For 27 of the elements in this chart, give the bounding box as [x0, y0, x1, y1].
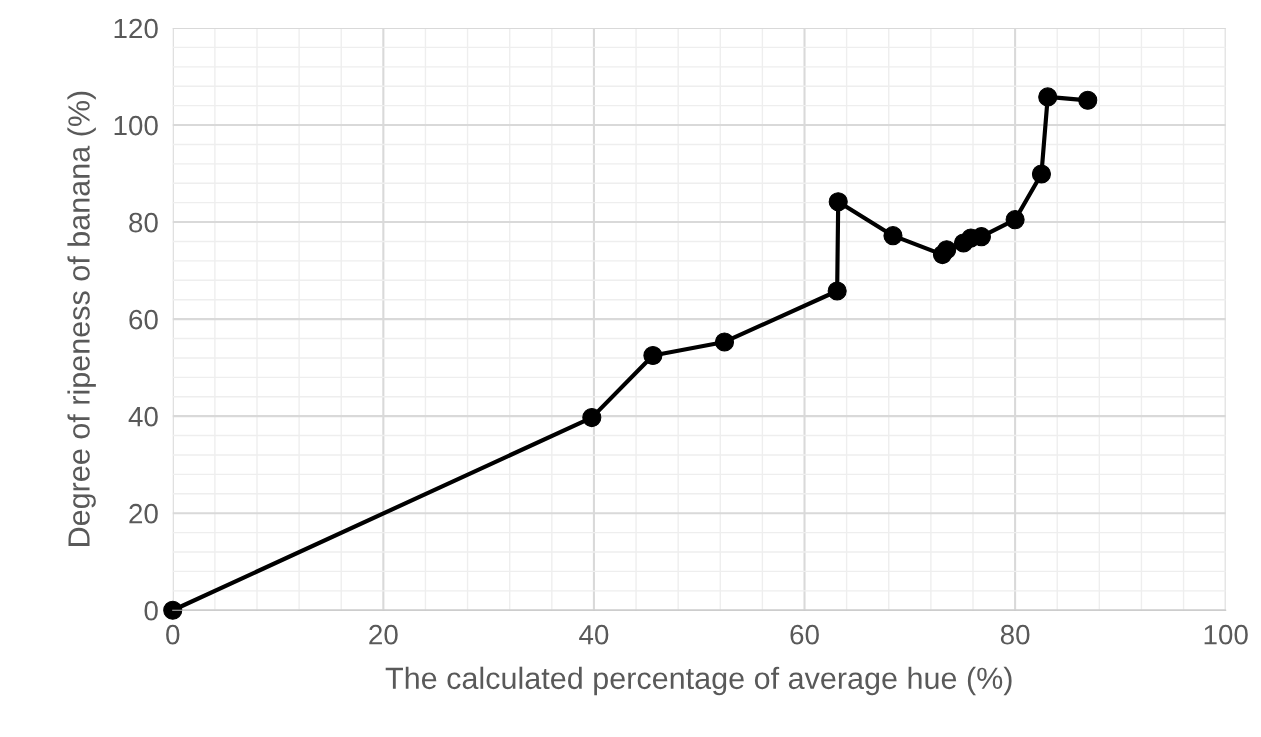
x-axis-title: The calculated percentage of average hue (%): [385, 666, 1012, 696]
y-tick-label: 20: [129, 503, 158, 524]
point: [1078, 90, 1098, 110]
point: [827, 281, 847, 301]
x-tick-label: 100: [1204, 624, 1248, 645]
y-tick-label: 100: [114, 115, 158, 136]
y-tick-label: 80: [129, 212, 158, 233]
point: [163, 600, 183, 620]
point: [643, 345, 663, 366]
point: [1005, 210, 1025, 230]
y-tick-label: 60: [129, 309, 158, 330]
y-tick-label: 120: [114, 18, 158, 39]
point: [1038, 87, 1058, 107]
point: [828, 192, 848, 212]
y-axis-title: Degree of ripeness of banana (%): [67, 91, 96, 546]
y-tick-label: 0: [144, 600, 158, 621]
x-tick-label: 20: [369, 624, 398, 645]
point: [883, 226, 903, 246]
x-tick-label: 80: [1000, 624, 1030, 645]
x-tick-label: 40: [579, 624, 609, 645]
y-tick-label: 40: [128, 406, 158, 427]
point: [937, 240, 957, 260]
point: [1031, 164, 1051, 184]
point: [714, 332, 735, 352]
x-tick-label: 0: [166, 624, 180, 645]
x-tick-label: 60: [790, 624, 819, 645]
point: [582, 408, 602, 428]
